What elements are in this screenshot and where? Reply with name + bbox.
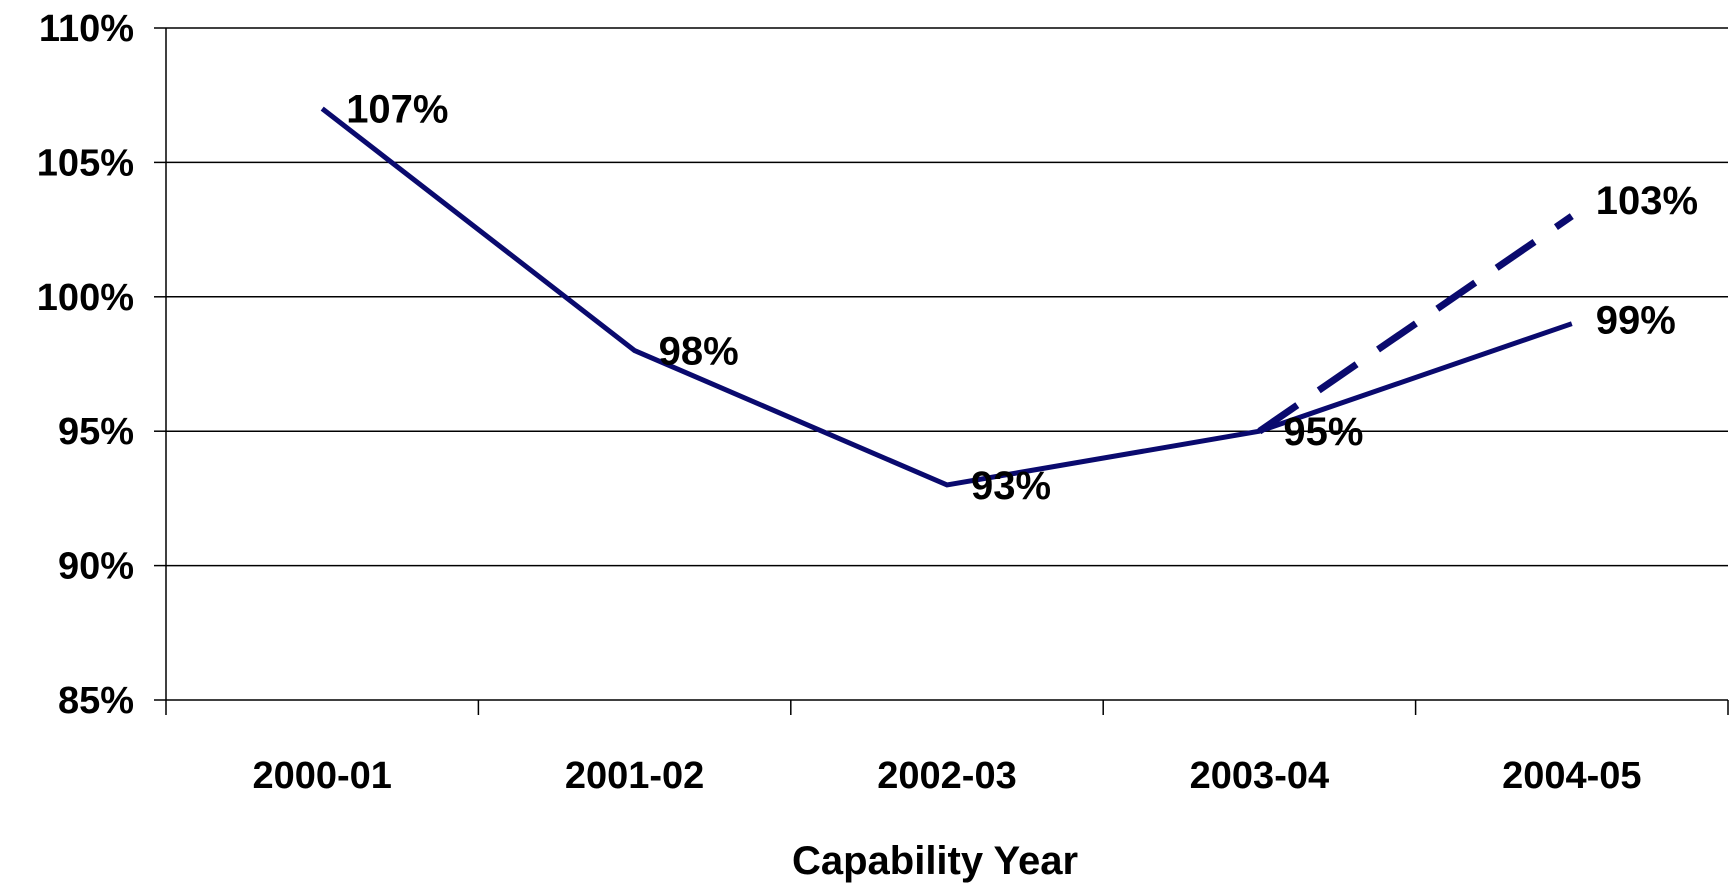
axes <box>154 27 1729 715</box>
y-tick-label: 100% <box>37 277 134 319</box>
y-tick-label: 90% <box>58 546 134 588</box>
data-labels: 107% 98% 93% 95% 99% 103% <box>346 88 1698 508</box>
y-tick-label: 110% <box>39 8 134 50</box>
data-label: 95% <box>1283 410 1363 454</box>
dashed-series-line <box>1257 213 1574 435</box>
x-tick-label: 2004-05 <box>1502 755 1641 797</box>
x-axis-title: Capability Year <box>792 839 1078 883</box>
data-label: 107% <box>346 88 448 132</box>
data-label: 99% <box>1596 299 1676 343</box>
gridlines <box>166 27 1728 567</box>
series-lines <box>320 106 1574 488</box>
axis-text: 85% 90% 95% 100% 105% 110% 2000-01 2001-02 2002-… <box>37 8 1642 883</box>
x-tick-label: 2003-04 <box>1190 755 1329 797</box>
y-tick-label: 85% <box>58 680 134 722</box>
x-tick-label: 2000-01 <box>252 755 391 797</box>
y-tick-label: 95% <box>58 411 134 453</box>
data-label: 103% <box>1596 179 1698 223</box>
solid-series-line <box>320 106 1573 488</box>
x-tick-label: 2002-03 <box>877 755 1016 797</box>
data-label: 93% <box>971 464 1051 508</box>
x-tick-label: 2001-02 <box>565 755 704 797</box>
data-label: 98% <box>659 330 739 374</box>
y-tick-label: 105% <box>37 142 134 184</box>
